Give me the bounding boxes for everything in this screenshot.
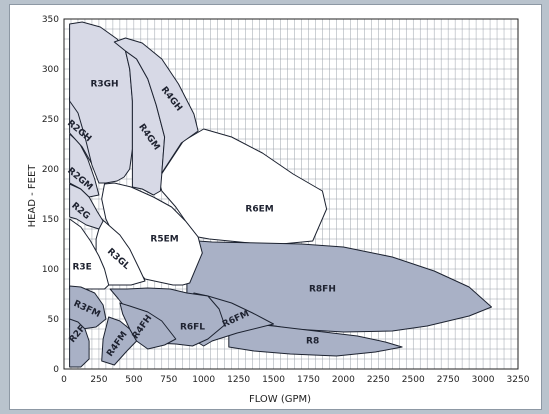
x-tick-label: 2750 <box>437 375 460 385</box>
y-tick-label: 50 <box>48 315 60 325</box>
region-r4fh <box>119 302 177 350</box>
axis-layer: 0 250 500 750 1000 1250 1500 1750 2000 2250 2500 27… <box>42 15 530 385</box>
y-tick-label: 150 <box>42 215 59 225</box>
y-tick-label: 0 <box>53 365 59 375</box>
region-r3gh <box>69 21 133 184</box>
y-tick-label: 250 <box>42 115 59 125</box>
x-tick-label: 1250 <box>227 375 250 385</box>
x-tick-label: 3250 <box>507 375 530 385</box>
y-tick-label: 300 <box>42 65 59 75</box>
region-label-r6fl: R6FL <box>180 323 205 333</box>
x-axis-title: FLOW (GPM) <box>249 394 311 405</box>
x-tick-label: 2250 <box>367 375 390 385</box>
region-r6em <box>157 128 328 246</box>
x-tick-label: 1000 <box>192 375 215 385</box>
region-layer <box>69 21 492 368</box>
region-r4gh <box>113 37 199 174</box>
x-tick-label: 2000 <box>332 375 355 385</box>
region-label-r6em: R6EM <box>245 205 273 215</box>
region-r4fm <box>101 316 138 366</box>
region-r8 <box>228 321 403 357</box>
y-tick-label: 350 <box>42 15 59 25</box>
region-label-r3gh: R3GH <box>90 80 118 90</box>
y-tick-label: 200 <box>42 165 59 175</box>
x-tick-label: 2500 <box>402 375 425 385</box>
region-r2gm <box>69 133 100 198</box>
plot-border <box>63 18 519 370</box>
y-axis-title: HEAD - FEET <box>27 164 38 228</box>
x-tick-label: 0 <box>61 375 67 385</box>
x-tick-label: 500 <box>125 375 142 385</box>
region-label-r3e: R3E <box>72 263 91 273</box>
x-tick-label: 3000 <box>472 375 495 385</box>
region-r2f <box>69 318 90 368</box>
x-tick-label: 250 <box>90 375 107 385</box>
region-label-r8: R8 <box>306 337 319 347</box>
x-tick-label: 1750 <box>297 375 320 385</box>
x-tick-label: 750 <box>160 375 177 385</box>
region-label-r5em: R5EM <box>150 235 178 245</box>
region-label-r8fh: R8FH <box>309 285 336 295</box>
x-tick-label: 1500 <box>262 375 285 385</box>
y-tick-label: 100 <box>42 265 59 275</box>
